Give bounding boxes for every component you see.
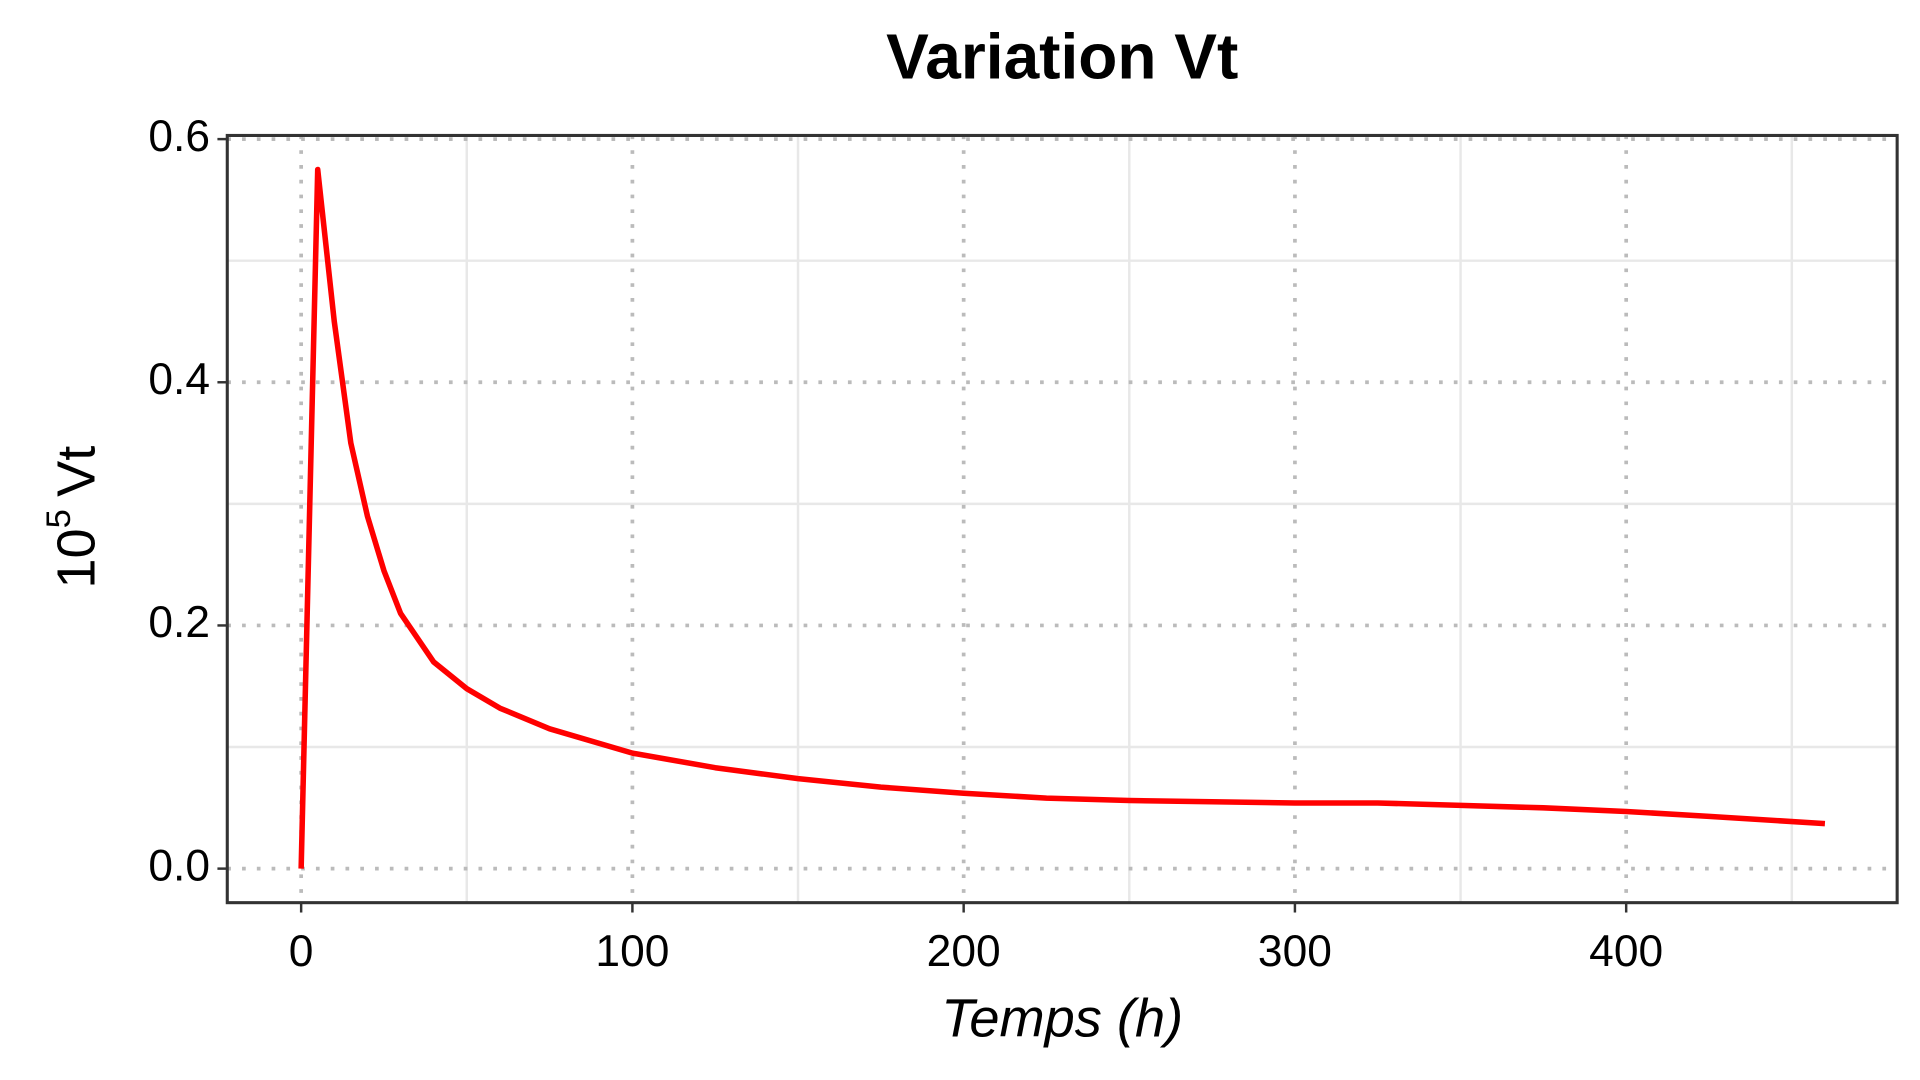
x-axis-label: Temps (h) — [941, 988, 1183, 1048]
data-line — [298, 166, 1826, 869]
x-tick-label: 0 — [289, 927, 314, 976]
y-label-base: 10 — [47, 528, 107, 588]
y-axis-label: 105 Vt — [40, 446, 107, 589]
y-tick-label: 0.0 — [148, 841, 210, 890]
y-label-text: Vt — [47, 446, 107, 497]
y-tick-label: 0.2 — [148, 598, 210, 647]
y-tick-label: 0.4 — [148, 355, 210, 404]
chart-title: Variation Vt — [886, 20, 1238, 92]
panel-border — [225, 133, 1899, 905]
y-label-exponent: 5 — [40, 509, 78, 528]
y-tick-label: 0.6 — [148, 112, 210, 161]
x-tick-label: 400 — [1589, 927, 1663, 976]
x-tick-label: 300 — [1258, 927, 1332, 976]
x-tick-label: 200 — [927, 927, 1001, 976]
x-tick-label: 100 — [595, 927, 669, 976]
